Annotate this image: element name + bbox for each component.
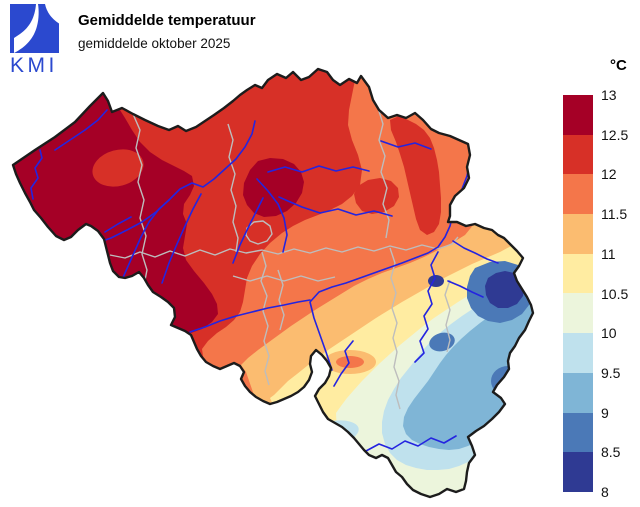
province-borders (109, 107, 459, 410)
province-border (389, 247, 401, 410)
kmi-logo-white-swoosh (14, 4, 39, 53)
river-kempen-canal (380, 140, 432, 150)
legend-tick: 12 (601, 166, 617, 183)
legend-swatch-10 (563, 333, 593, 373)
legend-tick: 8.5 (601, 444, 621, 461)
province-border (227, 123, 239, 253)
legend-swatch-12 (563, 174, 593, 215)
legend-tick: 11.5 (601, 206, 628, 223)
river-lesse (333, 340, 354, 387)
legend-swatch-115 (563, 214, 593, 254)
river-coastal-canal (54, 109, 108, 151)
kmi-logo-white-wedge (45, 4, 59, 24)
legend-swatch-85 (563, 452, 593, 492)
kmi-logo: KMI (10, 4, 59, 76)
belgium-outline (11, 67, 535, 499)
river-ambleve (447, 280, 484, 298)
region-8-85-core (485, 271, 524, 308)
river-zenne (232, 197, 264, 264)
page-subtitle: gemiddelde oktober 2025 (78, 36, 231, 51)
legend-swatch-13 (563, 95, 593, 135)
legend-swatch-95 (563, 372, 593, 413)
river-scheldt-upper (116, 199, 170, 292)
legend-colorbar (563, 95, 593, 492)
river-dijle (256, 178, 288, 253)
province-border-brussels (245, 220, 273, 245)
legend-tick: 9.5 (601, 364, 621, 381)
province-border (232, 275, 336, 282)
river-scheldt-lower (168, 120, 256, 201)
legend-tick: 10.5 (601, 285, 629, 302)
legend-tick: 9 (601, 404, 609, 421)
river-mandel (104, 216, 132, 233)
legend-tick: 12.5 (601, 126, 629, 143)
province-border (132, 113, 148, 286)
legend-swatch-9 (563, 412, 593, 453)
river-yser (30, 149, 43, 200)
kmi-logo-text: KMI (10, 54, 58, 76)
legend-tick: 8 (601, 484, 609, 500)
region-115-12-famenne-spot (336, 356, 364, 368)
legend-tick: 10 (601, 325, 617, 342)
legend-unit-label: °C (610, 57, 627, 74)
river-dender (161, 193, 202, 284)
river-demer (278, 196, 393, 217)
province-border (109, 236, 459, 259)
river-sambre (189, 299, 311, 333)
region-125-13-center (243, 158, 304, 217)
page-title: Gemiddelde temperatuur (78, 12, 256, 29)
legend-tick: 11 (601, 245, 616, 262)
region-12-125-enclave (92, 149, 144, 187)
river-ourthe (414, 251, 439, 363)
legend-swatch-11 (563, 253, 593, 294)
province-border (260, 251, 270, 386)
river-nete (267, 165, 370, 173)
province-border (444, 279, 451, 353)
river-vesdre (452, 240, 499, 264)
region-12-125-hageland (354, 178, 399, 214)
legend: °C 13 12.5 12 11.5 11 10.5 10 9.5 9 8.5 … (563, 57, 640, 505)
legend-swatch-105 (563, 293, 593, 334)
temperature-regions (13, 69, 533, 497)
legend-swatch-125 (563, 134, 593, 175)
region-125-13-west (13, 93, 218, 333)
province-border (277, 269, 285, 331)
legend-tick: 13 (601, 87, 617, 103)
